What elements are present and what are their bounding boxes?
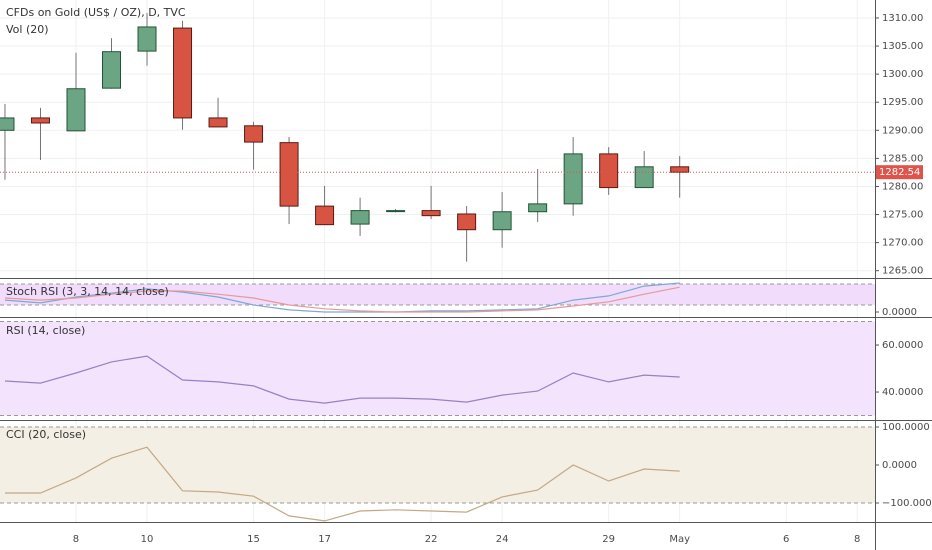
candle-body (137, 26, 157, 52)
y-tick-label: 1285.00 (882, 153, 923, 164)
candle-body (315, 205, 335, 226)
candle-body (599, 153, 619, 189)
y-tick-label: 60.0000 (882, 340, 923, 351)
candle-body (30, 117, 50, 124)
y-tick-label: 0.0000 (882, 460, 917, 471)
last-price-box (875, 165, 923, 180)
x-tick-label: 29 (602, 534, 615, 545)
y-tick-label: 1295.00 (882, 97, 923, 108)
panel-title: CCI (20, close) (6, 428, 86, 441)
x-tick-label: 6 (783, 534, 789, 545)
y-tick-label: 1305.00 (882, 41, 923, 52)
y-tick-label: 40.0000 (882, 387, 923, 398)
y-tick-label: 1270.00 (882, 238, 923, 249)
candle-body (208, 117, 228, 128)
candle-body (244, 125, 264, 143)
chart-title: CFDs on Gold (US$ / OZ), D, TVC (6, 6, 186, 19)
y-tick-label: 1275.00 (882, 210, 923, 221)
x-tick-label: 10 (141, 534, 154, 545)
band (0, 284, 875, 305)
candle-body (66, 88, 86, 132)
candle-body (492, 211, 512, 231)
panel-title: RSI (14, close) (6, 324, 85, 337)
candle-body (350, 210, 370, 225)
x-tick-label: 15 (247, 534, 260, 545)
indicator-line (4, 355, 680, 404)
indicator-line (5, 446, 680, 522)
x-tick-label: 24 (496, 534, 509, 545)
chart-subtitle: Vol (20) (6, 23, 49, 36)
candle-body (634, 166, 654, 189)
y-tick-label: 0.0000 (882, 307, 917, 318)
candle-body (0, 117, 15, 131)
last-price-label: 1282.54 (879, 167, 920, 178)
candle-body (670, 166, 690, 173)
candle-body (173, 27, 193, 119)
candle-body (528, 203, 548, 213)
candle-body (386, 210, 406, 213)
panel-title: Stoch RSI (3, 3, 14, 14, close) (6, 285, 169, 298)
band (0, 321, 875, 416)
indicator-line (4, 286, 680, 313)
x-tick-label: 8 (854, 534, 860, 545)
y-tick-label: 1300.00 (882, 69, 923, 80)
indicator-line (4, 282, 680, 313)
y-tick-label: −100.0000 (882, 498, 932, 509)
x-tick-label: May (669, 534, 690, 545)
y-tick-label: 1265.00 (882, 266, 923, 277)
candle-body (279, 142, 299, 207)
candle-body (421, 210, 441, 217)
band (0, 427, 875, 504)
y-tick-label: 1310.00 (882, 13, 923, 24)
candle-body (102, 51, 122, 89)
y-tick-label: 1280.00 (882, 181, 923, 192)
y-tick-label: 1290.00 (882, 125, 923, 136)
x-tick-label: 8 (73, 534, 79, 545)
candle-body (563, 153, 583, 205)
y-tick-label: 100.0000 (882, 422, 930, 433)
x-tick-label: 17 (318, 534, 331, 545)
x-tick-label: 22 (425, 534, 438, 545)
candle-body (457, 213, 477, 231)
